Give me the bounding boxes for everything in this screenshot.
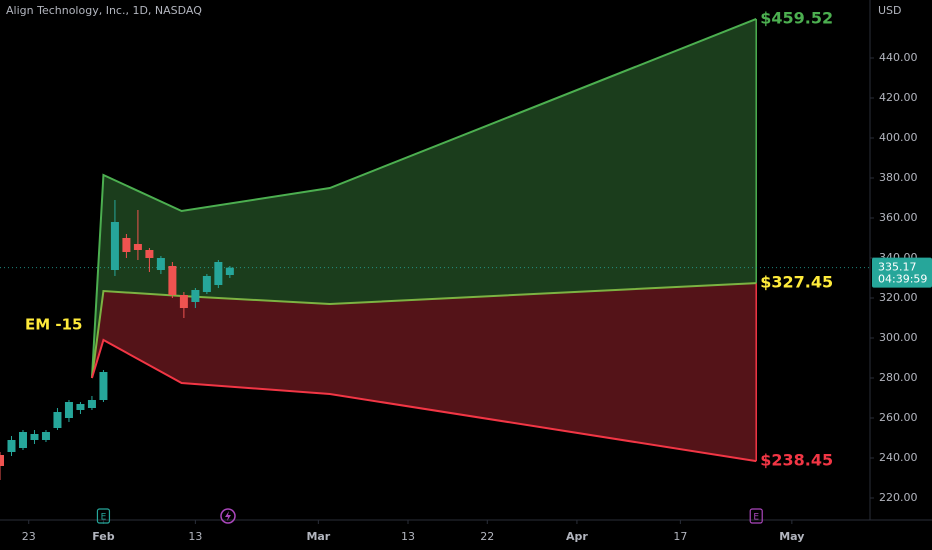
candle-body (122, 238, 131, 252)
lower-band-fill (91, 283, 757, 462)
y-tick-label: 240.00 (879, 451, 918, 464)
event-box (749, 508, 763, 524)
candle-body (214, 262, 223, 285)
lower-line (90, 338, 757, 463)
candle-body (64, 402, 73, 418)
price-label: $327.45 (760, 273, 833, 292)
candle-body (76, 404, 85, 410)
x-tick-label: 13 (401, 530, 415, 543)
y-tick-label: 260.00 (879, 411, 918, 424)
event-box (96, 508, 111, 524)
candle-body (0, 455, 4, 466)
upper-band-fill (91, 18, 757, 379)
x-tick-label: Apr (566, 530, 588, 543)
x-tick-label: 17 (673, 530, 687, 543)
chart-title: Align Technology, Inc., 1D, NASDAQ (6, 4, 202, 17)
x-tick-label: Feb (92, 530, 115, 543)
candle-body (225, 267, 234, 275)
x-tick-label: 13 (188, 530, 202, 543)
candle-body (202, 276, 211, 292)
candle-body (191, 290, 200, 302)
event-circle[interactable] (220, 508, 236, 524)
upper-line (90, 18, 757, 379)
x-tick-label: Mar (306, 530, 330, 543)
event[interactable]: E (96, 508, 111, 524)
price-tag (872, 257, 932, 288)
candle-body (168, 266, 177, 295)
x-tick-label: May (779, 530, 804, 543)
x-tick-label: 23 (22, 530, 36, 543)
candle-body (87, 400, 96, 408)
x-tick-label: 22 (480, 530, 494, 543)
candle-body (99, 372, 108, 400)
y-tick-label: 220.00 (879, 491, 918, 504)
annotation: EM -15 (25, 316, 83, 334)
y-tick-label: 280.00 (879, 371, 918, 384)
candle-body (179, 295, 188, 308)
lightning-icon[interactable] (220, 508, 236, 524)
y-tick-label: 360.00 (879, 211, 918, 224)
event-label: E (753, 513, 759, 523)
price-tag-countdown: 04:39:59 (878, 273, 927, 286)
y-tick-label: 320.00 (879, 291, 918, 304)
candle-body (110, 222, 119, 270)
candle-body (53, 412, 62, 428)
lightning (225, 511, 231, 521)
y-tick-label: 300.00 (879, 331, 918, 344)
candle-body (156, 258, 165, 270)
price-label: $238.45 (760, 451, 833, 470)
candle-body (18, 432, 27, 448)
y-tick-label: 440.00 (879, 51, 918, 64)
candle-body (133, 244, 142, 250)
event[interactable]: E (749, 508, 763, 524)
currency: USD (878, 4, 902, 17)
y-tick-label: 380.00 (879, 171, 918, 184)
y-tick-label: 400.00 (879, 131, 918, 144)
candle-body (7, 440, 16, 452)
candle-body (30, 434, 39, 440)
price-label: $459.52 (760, 8, 833, 27)
price-tag-value: 335.17 (878, 261, 917, 274)
y-tick-label: 420.00 (879, 91, 918, 104)
event-label: E (101, 513, 107, 523)
candle-body (145, 250, 154, 258)
candle-body (41, 432, 50, 440)
